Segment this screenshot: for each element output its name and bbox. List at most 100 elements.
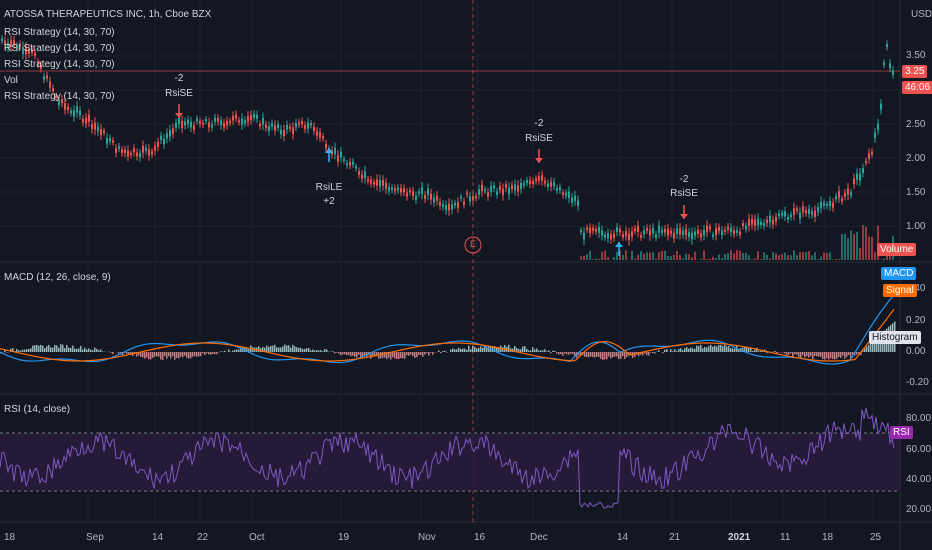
candle-body (244, 120, 246, 124)
legend-vol[interactable]: Vol (4, 75, 18, 86)
macd-hist-bar (608, 352, 610, 357)
candle-body (283, 129, 285, 137)
macd-hist-bar (792, 352, 794, 358)
macd-hist-bar (538, 350, 540, 352)
signal-name: RsiSE (525, 133, 553, 144)
macd-hist-bar (166, 352, 168, 359)
time-tick: 21 (669, 532, 681, 543)
volume-bar (703, 250, 705, 260)
macd-hist-bar (122, 352, 124, 356)
macd-hist-bar (322, 351, 324, 352)
macd-hist-bar (410, 352, 412, 355)
macd-hist-bar (620, 352, 622, 359)
time-tick-year: 2021 (728, 532, 751, 543)
macd-hist-bar (508, 344, 510, 352)
earnings-marker[interactable]: E (470, 239, 477, 249)
macd-hist-bar (70, 347, 72, 352)
macd-hist-bar (162, 352, 164, 360)
candle-body (340, 151, 342, 158)
macd-hist-bar (724, 344, 726, 352)
volume-bar (805, 252, 807, 260)
candle-body (640, 235, 642, 238)
candle-body (22, 47, 24, 54)
macd-hist-bar (644, 352, 646, 354)
macd-hist-bar (98, 350, 100, 352)
macd-title[interactable]: MACD (12, 26, close, 9) (4, 272, 111, 283)
macd-hist-bar (180, 352, 182, 357)
rsi-title[interactable]: RSI (14, close) (4, 404, 71, 415)
macd-hist-bar (316, 350, 318, 352)
legend-strategy-4[interactable]: RSI Strategy (14, 30, 70) (4, 91, 115, 102)
macd-hist-bar (718, 344, 720, 352)
currency-label[interactable]: USD (911, 9, 932, 20)
macd-hist-bar (350, 352, 352, 357)
macd-hist-bar (824, 352, 826, 360)
candle-body (235, 114, 237, 119)
macd-hist-bar (6, 352, 8, 353)
volume-bar (601, 251, 603, 260)
macd-hist-bar (546, 351, 548, 352)
macd-hist-bar (208, 352, 210, 355)
macd-tick: -0.20 (906, 377, 929, 388)
candle-body (574, 195, 576, 202)
macd-hist-bar (210, 352, 212, 355)
candle-body (271, 123, 273, 127)
volume-bar (871, 236, 873, 260)
macd-hist-bar (418, 352, 420, 356)
candle-body (559, 187, 561, 191)
candle-body (700, 233, 702, 238)
volume-bar (682, 258, 684, 260)
macd-hist-bar (716, 346, 718, 352)
candle-body (115, 148, 117, 153)
volume-bar (769, 258, 771, 260)
candle-body (610, 234, 612, 240)
macd-hist-bar (572, 352, 574, 355)
rsi-tick: 60.00 (906, 444, 932, 455)
candle-body (595, 229, 597, 232)
volume-bar (868, 236, 870, 260)
legend-strategy-1[interactable]: RSI Strategy (14, 30, 70) (4, 27, 115, 38)
candle-body (289, 126, 291, 129)
volume-bar (853, 234, 855, 260)
candle-body (91, 124, 93, 130)
macd-hist-bar (228, 349, 230, 352)
time-tick: 11 (780, 532, 791, 543)
macd-hist-bar (818, 352, 820, 357)
macd-hist-bar (212, 352, 214, 355)
volume-bar (613, 257, 615, 260)
volume-bar (679, 255, 681, 260)
macd-hist-bar (570, 352, 572, 354)
macd-tick: 0.00 (906, 346, 926, 357)
volume-bar (799, 252, 801, 260)
volume-bar (784, 252, 786, 260)
volume-bar (883, 258, 885, 260)
signal-name: RsiSE (670, 188, 698, 199)
macd-hist-bar (874, 339, 876, 352)
macd-hist-bar (308, 348, 310, 352)
macd-hist-bar (552, 350, 554, 352)
legend-strategy-2[interactable]: RSI Strategy (14, 30, 70) (4, 43, 115, 54)
volume-bar (685, 254, 687, 260)
candle-body (37, 61, 39, 65)
signal-qty: -2 (174, 73, 184, 84)
macd-hist-bar (532, 347, 534, 352)
signal-arrow-head (325, 148, 333, 153)
price-tick: 3.50 (906, 50, 926, 61)
macd-hist-bar (734, 348, 736, 352)
candle-body (871, 151, 873, 155)
macd-hist-bar (586, 352, 588, 358)
candle-body (193, 125, 195, 130)
volume-bar (619, 250, 621, 260)
macd-hist-bar (470, 349, 472, 352)
volume-bar (667, 255, 669, 260)
macd-hist-bar (702, 348, 704, 352)
countdown-tag: 46:06 (902, 81, 932, 94)
legend-strategy-3[interactable]: RSI Strategy (14, 30, 70) (4, 59, 115, 70)
macd-hist-bar (684, 348, 686, 352)
candle-body (613, 233, 615, 238)
macd-hist-bar (480, 346, 482, 352)
macd-hist-bar (298, 347, 300, 352)
macd-hist-bar (568, 352, 570, 355)
macd-hist-bar (704, 346, 706, 352)
